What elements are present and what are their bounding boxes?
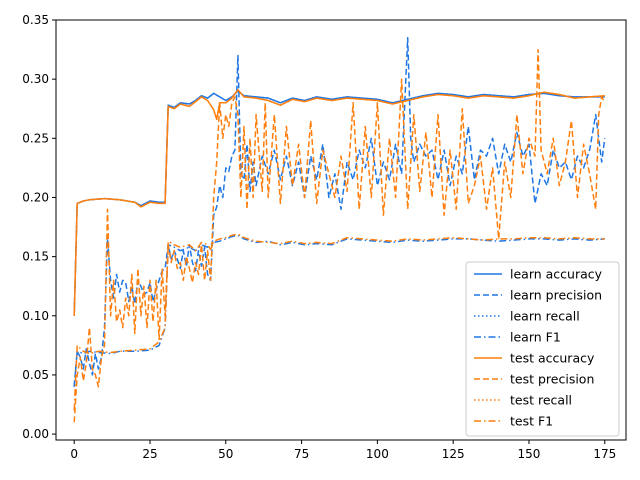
legend-label: learn accuracy	[510, 267, 603, 282]
y-tick-label: 0.30	[22, 72, 49, 86]
x-tick-label: 25	[142, 447, 157, 461]
y-tick-label: 0.00	[22, 427, 49, 441]
legend-box	[465, 261, 620, 437]
y-tick-label: 0.15	[22, 250, 49, 264]
series-line-test-recall	[73, 89, 605, 316]
legend-label: test precision	[510, 372, 594, 387]
legend-label: learn F1	[510, 330, 561, 345]
x-tick-label: 125	[442, 447, 465, 461]
x-tick-label: 50	[218, 447, 233, 461]
y-tick-label: 0.05	[22, 368, 49, 382]
plot-frame	[55, 19, 627, 441]
x-tick-label: 75	[294, 447, 309, 461]
legend-label: learn recall	[510, 309, 580, 324]
series-line-test-f1	[73, 233, 605, 411]
series-line-test-precision	[73, 48, 606, 423]
legend-label: test F1	[510, 414, 553, 429]
x-axis: 0 25 50 75 100 125 150 175	[70, 440, 616, 461]
x-tick-label: 100	[366, 447, 389, 461]
legend-label: test recall	[510, 393, 572, 408]
legend-label: test accuracy	[510, 351, 595, 366]
x-tick-label: 0	[70, 447, 78, 461]
y-tick-label: 0.20	[22, 190, 49, 204]
y-tick-label: 0.25	[22, 131, 49, 145]
legend: learn accuracy learn precision learn recal…	[465, 261, 620, 437]
series-line-learn-precision	[73, 36, 606, 387]
plot-lines	[73, 36, 606, 423]
x-tick-label: 175	[593, 447, 616, 461]
y-axis: 0.00 0.05 0.10 0.15 0.20 0.25 0.30 0.35	[22, 13, 56, 441]
x-tick-label: 150	[518, 447, 541, 461]
series-line-learn-recall	[73, 90, 605, 316]
legend-label: learn precision	[510, 288, 602, 303]
y-tick-label: 0.10	[22, 309, 49, 323]
y-tick-label: 0.35	[22, 13, 49, 27]
